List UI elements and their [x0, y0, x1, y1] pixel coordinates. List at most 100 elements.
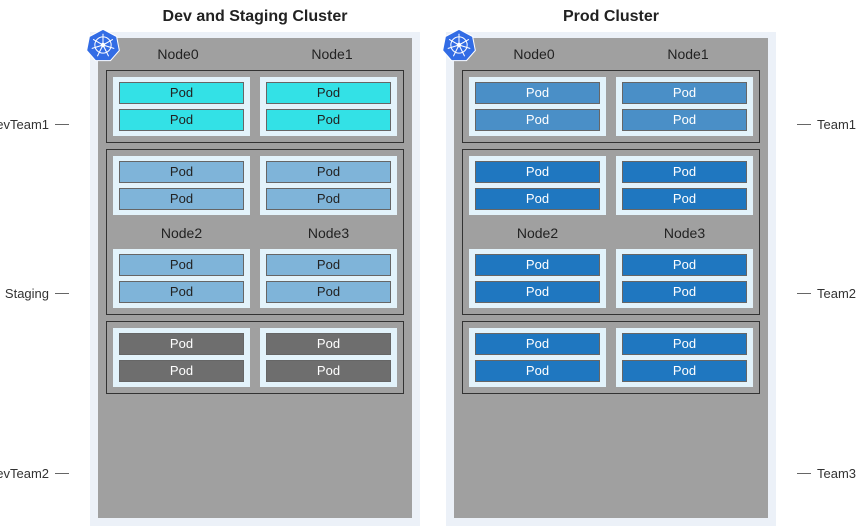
node-header: Node2	[113, 223, 250, 243]
node-headers: Node0 Node1	[106, 44, 404, 64]
node-slot: Pod Pod	[260, 249, 397, 308]
node-headers: Node0 Node1	[462, 44, 760, 64]
cluster-body: Node0Node1PodPodPodPodPodPodPodPodNode2N…	[98, 38, 412, 518]
node-header: Node1	[260, 44, 404, 64]
label-tick	[55, 473, 69, 474]
node-slot: Pod Pod	[113, 249, 250, 308]
pod: Pod	[622, 254, 747, 276]
label-text: Team3	[817, 466, 856, 481]
namespace-row: Pod Pod Pod Pod	[113, 249, 397, 308]
node-slot: Pod Pod	[260, 328, 397, 387]
pod: Pod	[475, 161, 600, 183]
namespace-row: Pod Pod Pod Pod	[469, 249, 753, 308]
clusters-container: Dev and Staging Cluster Node0Node1PodPod…	[90, 4, 776, 526]
node-headers: Node2 Node3	[469, 223, 753, 243]
pod: Pod	[266, 188, 391, 210]
left-label-column: DevTeam1 Staging DevTeam2	[0, 0, 75, 530]
pod: Pod	[266, 360, 391, 382]
pod: Pod	[119, 333, 244, 355]
node-slot: Pod Pod	[469, 328, 606, 387]
pod: Pod	[622, 188, 747, 210]
pod: Pod	[622, 281, 747, 303]
pod: Pod	[119, 109, 244, 131]
pod: Pod	[622, 82, 747, 104]
namespace-row: PodPodPodPod	[113, 77, 397, 136]
node-slot: PodPod	[260, 156, 397, 215]
node-slot: Pod Pod	[616, 249, 753, 308]
label-devteam1: DevTeam1	[0, 117, 69, 132]
node-header: Node2	[469, 223, 606, 243]
node-slot: Pod Pod	[113, 77, 250, 136]
cluster-title: Prod Cluster	[446, 8, 776, 26]
pod: Pod	[622, 333, 747, 355]
node-slot: Pod Pod	[469, 249, 606, 308]
namespace-box: PodPodPodPodNode2Node3PodPodPodPod	[106, 149, 404, 315]
namespace-box: Pod Pod Pod Pod	[462, 70, 760, 143]
pod: Pod	[475, 281, 600, 303]
cluster: Prod Cluster Node0Node1PodPodPodPodPodPo…	[446, 4, 776, 526]
namespace-box: Pod Pod Pod Pod	[462, 321, 760, 394]
pod: Pod	[119, 281, 244, 303]
label-team3: Team3	[797, 466, 856, 481]
pod: Pod	[622, 360, 747, 382]
namespace-row: PodPodPodPod	[113, 156, 397, 215]
pod: Pod	[475, 188, 600, 210]
label-devteam2: DevTeam2	[0, 466, 69, 481]
cluster-title: Dev and Staging Cluster	[90, 8, 420, 26]
label-text: Team2	[817, 286, 856, 301]
pod: Pod	[119, 254, 244, 276]
pod: Pod	[266, 254, 391, 276]
namespace-row: Pod Pod Pod Pod	[469, 156, 753, 215]
pod: Pod	[475, 109, 600, 131]
label-text: DevTeam2	[0, 466, 49, 481]
cluster-body: Node0Node1PodPodPodPodPodPodPodPodNode2N…	[454, 38, 768, 518]
node-header: Node3	[616, 223, 753, 243]
cluster-outer: Node0Node1PodPodPodPodPodPodPodPodNode2N…	[90, 32, 420, 526]
diagram-canvas: DevTeam1 Staging DevTeam2 Team1 Team2 Te…	[0, 0, 866, 530]
namespace-box: Pod Pod Pod Pod Node2 Node3 Pod Pod Pod Pod	[462, 149, 760, 315]
node-header: Node0	[462, 44, 606, 64]
label-staging: Staging	[5, 286, 69, 301]
pod: Pod	[266, 82, 391, 104]
node-slot: Pod Pod	[616, 328, 753, 387]
cluster: Dev and Staging Cluster Node0 Node1 Pod Pod…	[90, 4, 420, 526]
node-slot: PodPod	[260, 77, 397, 136]
pod: Pod	[266, 333, 391, 355]
pod: Pod	[266, 281, 391, 303]
label-text: Team1	[817, 117, 856, 132]
label-tick	[797, 473, 811, 474]
label-team1: Team1	[797, 117, 856, 132]
kubernetes-icon	[86, 28, 120, 62]
pod: Pod	[119, 188, 244, 210]
node-header: Node0	[106, 44, 250, 64]
node-headers: Node2 Node3	[113, 223, 397, 243]
pod: Pod	[475, 333, 600, 355]
pod: Pod	[119, 360, 244, 382]
node-slot: Pod Pod	[113, 328, 250, 387]
node-header: Node3	[260, 223, 397, 243]
pod: Pod	[119, 82, 244, 104]
label-tick	[797, 293, 811, 294]
namespace-row: Pod Pod Pod Pod	[469, 77, 753, 136]
node-slot: Pod Pod	[113, 156, 250, 215]
namespace-box: Pod Pod Pod Pod	[106, 321, 404, 394]
pod: Pod	[119, 161, 244, 183]
label-tick	[55, 124, 69, 125]
namespace-row: Pod Pod Pod Pod	[113, 328, 397, 387]
pod: Pod	[622, 109, 747, 131]
label-text: DevTeam1	[0, 117, 49, 132]
cluster-outer: Node0Node1PodPodPodPodPodPodPodPodNode2N…	[446, 32, 776, 526]
pod: Pod	[475, 82, 600, 104]
pod: Pod	[622, 161, 747, 183]
pod: Pod	[475, 254, 600, 276]
kubernetes-icon	[442, 28, 476, 62]
namespace-box: PodPodPodPod	[106, 70, 404, 143]
label-tick	[797, 124, 811, 125]
pod: Pod	[475, 360, 600, 382]
namespace-row: Pod Pod Pod Pod	[469, 328, 753, 387]
node-slot: Pod Pod	[616, 77, 753, 136]
node-header: Node1	[616, 44, 760, 64]
right-label-column: Team1 Team2 Team3	[791, 0, 866, 530]
label-tick	[55, 293, 69, 294]
node-slot: Pod Pod	[469, 77, 606, 136]
